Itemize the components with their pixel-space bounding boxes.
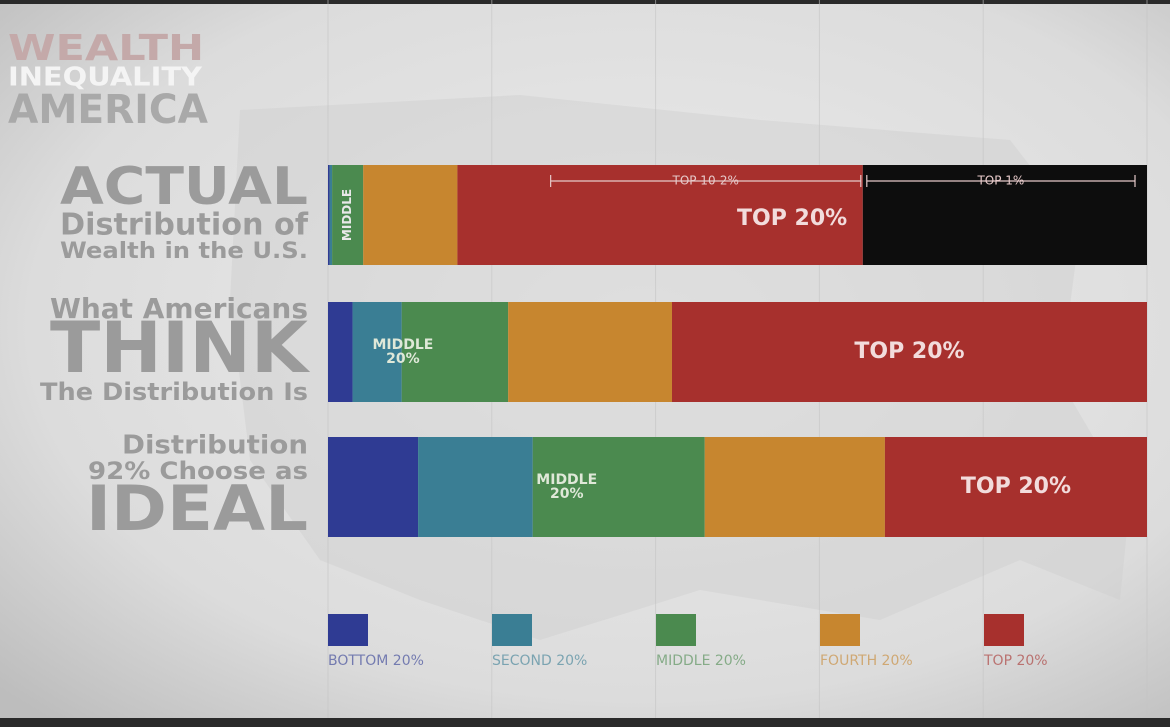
- row-label: Wealth in the U.S.: [60, 239, 308, 264]
- segment-label: TOP 20%: [854, 339, 964, 364]
- legend-swatch: [328, 614, 368, 646]
- bar-segment: [328, 437, 419, 537]
- row-label: ACTUAL: [60, 157, 308, 217]
- legend-swatch: [820, 614, 860, 646]
- bar-segment: [352, 302, 402, 402]
- segment-label: TOP 20%: [961, 474, 1071, 499]
- bar-segment: [401, 302, 509, 402]
- row-label: THINK: [50, 307, 311, 389]
- legend-label: MIDDLE 20%: [656, 653, 746, 669]
- bar-segment: [704, 437, 885, 537]
- bar-segment: [328, 302, 353, 402]
- legend-swatch: [656, 614, 696, 646]
- bar-segment: [328, 165, 330, 265]
- bar-segment: [508, 302, 672, 402]
- logo-line: WEALTH: [8, 28, 204, 69]
- bar-segment: [332, 165, 364, 265]
- segment-label: 20%: [550, 486, 584, 502]
- legend-label: FOURTH 20%: [820, 653, 913, 669]
- legend-swatch: [492, 614, 532, 646]
- row-label: Distribution: [122, 431, 308, 461]
- row-label: What Americans: [50, 292, 308, 325]
- legend-label: TOP 20%: [983, 653, 1048, 669]
- bar-segment: [671, 302, 1147, 402]
- legend-label: SECOND 20%: [492, 653, 587, 669]
- row-label: IDEAL: [86, 472, 308, 545]
- segment-label: MIDDLE: [373, 337, 434, 353]
- segment-label: 20%: [386, 351, 420, 367]
- segment-label: MIDDLE: [536, 472, 597, 488]
- bar-segment: [532, 437, 705, 537]
- logo-line: INEQUALITY: [8, 63, 203, 93]
- bar-segment: [329, 165, 333, 265]
- bar-segment: [884, 437, 1147, 537]
- legend-swatch: [984, 614, 1024, 646]
- annotation: TOP 10-2%: [671, 174, 738, 188]
- segment-label: TOP 20%: [737, 206, 847, 231]
- row-label: The Distribution Is: [40, 378, 308, 406]
- row-label: 92% Choose as: [88, 457, 308, 485]
- bar-segment: [363, 165, 458, 265]
- logo-line: AMERICA: [8, 87, 208, 133]
- row-label: Distribution of: [60, 208, 309, 243]
- bar-segment: [862, 165, 1147, 265]
- annotation: TOP 1%: [976, 174, 1024, 188]
- bar-segment: [457, 165, 863, 265]
- legend-label: BOTTOM 20%: [328, 653, 424, 669]
- segment-label: MIDDLE: [340, 189, 354, 241]
- bar-segment: [418, 437, 533, 537]
